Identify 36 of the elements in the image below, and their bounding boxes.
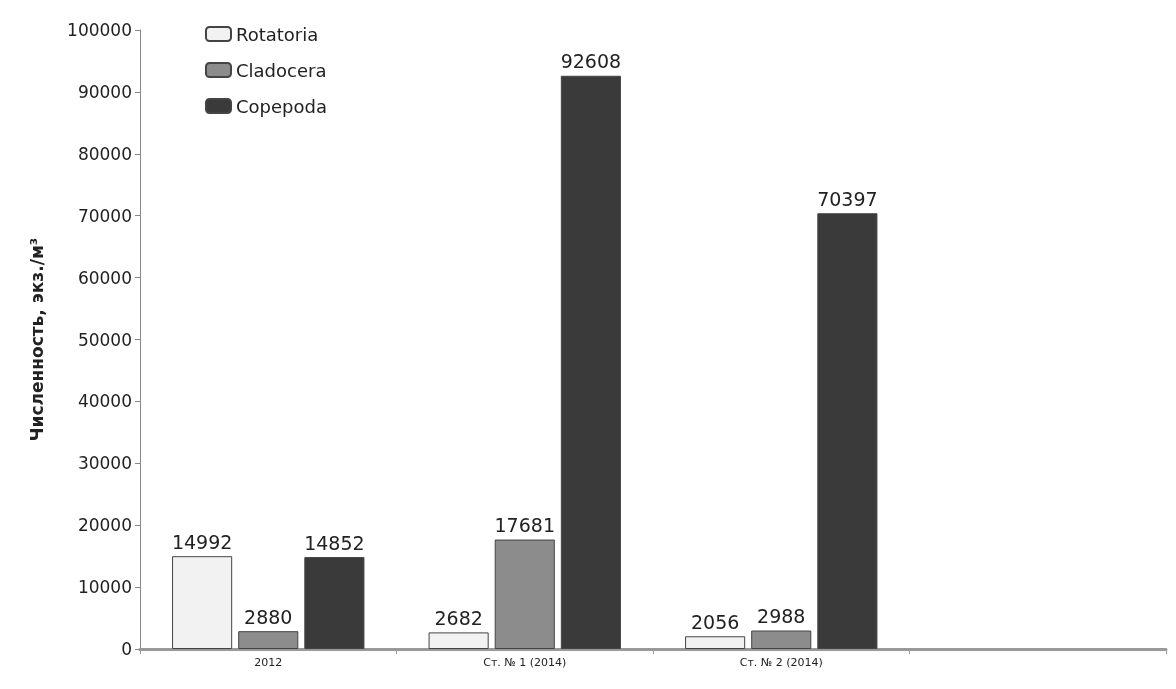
y-tick-label: 100000 — [67, 20, 132, 40]
bar — [685, 636, 746, 649]
x-tick-label: 2012 — [254, 656, 283, 669]
y-tick-label: 10000 — [77, 577, 132, 598]
y-tick-label: 30000 — [77, 453, 132, 474]
y-tick-label: 0 — [121, 639, 132, 659]
bar — [428, 632, 489, 649]
bar — [172, 556, 233, 649]
data-label: 2988 — [757, 605, 806, 627]
bar — [560, 75, 621, 649]
data-label: 2056 — [690, 610, 740, 633]
bar — [494, 539, 555, 649]
bar — [817, 213, 878, 649]
data-label: 2682 — [434, 606, 483, 629]
bar — [304, 557, 365, 649]
y-axis-title: Численность, экз./м³ — [26, 237, 47, 442]
x-tick-label: Ст. № 2 (2014) — [739, 656, 823, 669]
data-label: 14852 — [304, 531, 365, 554]
y-tick-label: 80000 — [77, 143, 132, 164]
data-label: 70397 — [817, 187, 878, 210]
y-tick-label: 70000 — [77, 205, 132, 226]
x-tick-label: Ст. № 1 (2014) — [483, 656, 567, 669]
data-label: 14992 — [171, 530, 233, 553]
y-tick-label: 90000 — [77, 81, 132, 102]
legend-label: Rotatoria — [236, 23, 319, 45]
y-tick-label: 20000 — [77, 515, 132, 536]
data-label: 2880 — [244, 605, 293, 628]
legend-label: Copepoda — [236, 95, 327, 117]
data-label: 17681 — [494, 514, 555, 537]
y-tick-label: 60000 — [77, 267, 132, 288]
y-tick-label: 40000 — [77, 391, 132, 412]
bar — [238, 631, 299, 649]
y-tick-label: 50000 — [77, 329, 132, 350]
data-label: 92608 — [560, 50, 622, 73]
bar — [751, 630, 812, 649]
legend-label: Cladocera — [236, 59, 327, 81]
